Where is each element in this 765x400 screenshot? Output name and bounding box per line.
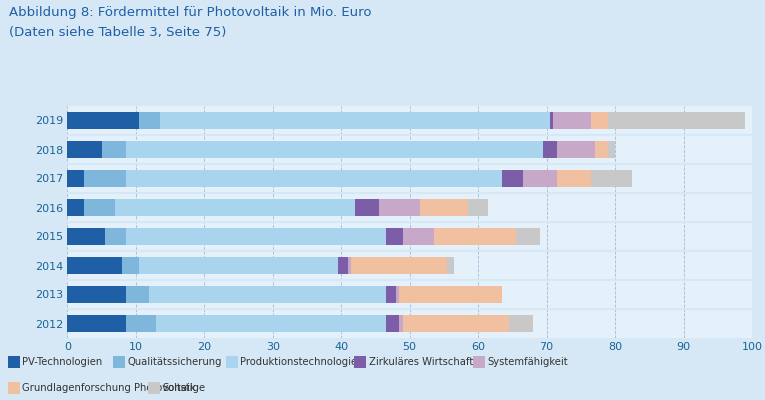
Bar — [139, 112, 160, 129]
Bar — [591, 170, 632, 187]
Bar — [351, 257, 448, 274]
Bar — [67, 257, 122, 274]
Bar — [386, 228, 403, 245]
Bar — [379, 199, 420, 216]
Bar — [102, 141, 125, 158]
Bar — [591, 112, 608, 129]
Text: Produktionstechnologien: Produktionstechnologien — [240, 357, 363, 367]
Bar — [399, 315, 403, 332]
Bar — [396, 286, 399, 303]
Bar — [522, 170, 557, 187]
Bar — [125, 228, 386, 245]
Bar — [67, 315, 125, 332]
Bar — [420, 199, 468, 216]
Bar — [608, 141, 615, 158]
Bar — [122, 257, 139, 274]
Bar — [139, 257, 338, 274]
Bar — [543, 141, 557, 158]
Bar — [125, 170, 502, 187]
Bar — [116, 199, 355, 216]
Text: Zirkuläres Wirtschaften: Zirkuläres Wirtschaften — [369, 357, 486, 367]
Bar — [67, 228, 105, 245]
Bar — [160, 112, 550, 129]
Bar — [348, 257, 351, 274]
Bar — [125, 286, 149, 303]
Bar — [594, 141, 608, 158]
Bar — [338, 257, 348, 274]
Bar — [386, 315, 399, 332]
Bar — [67, 112, 139, 129]
Bar — [557, 170, 591, 187]
Bar — [125, 315, 156, 332]
Bar — [125, 141, 543, 158]
Bar — [149, 286, 386, 303]
Bar — [403, 315, 509, 332]
Text: Systemfähigkeit: Systemfähigkeit — [487, 357, 568, 367]
Text: PV-Technologien: PV-Technologien — [22, 357, 103, 367]
Bar — [399, 286, 502, 303]
Bar — [67, 141, 102, 158]
Bar — [386, 286, 396, 303]
Bar — [156, 315, 386, 332]
Bar — [403, 228, 434, 245]
Bar — [509, 315, 533, 332]
Bar — [105, 228, 125, 245]
Bar — [67, 286, 125, 303]
Bar — [553, 112, 591, 129]
Bar — [608, 112, 745, 129]
Text: Qualitätssicherung: Qualitätssicherung — [128, 357, 223, 367]
Text: Grundlagenforschung Photovoltaik: Grundlagenforschung Photovoltaik — [22, 383, 196, 393]
Bar — [434, 228, 516, 245]
Bar — [67, 199, 84, 216]
Bar — [355, 199, 379, 216]
Bar — [448, 257, 454, 274]
Bar — [67, 170, 84, 187]
Bar — [468, 199, 488, 216]
Bar — [516, 228, 540, 245]
Bar — [550, 112, 553, 129]
Text: Sonstige: Sonstige — [162, 383, 205, 393]
Bar — [84, 170, 125, 187]
Bar — [502, 170, 522, 187]
Text: Abbildung 8: Fördermittel für Photovoltaik in Mio. Euro: Abbildung 8: Fördermittel für Photovolta… — [9, 6, 372, 19]
Bar — [557, 141, 594, 158]
Text: (Daten siehe Tabelle 3, Seite 75): (Daten siehe Tabelle 3, Seite 75) — [9, 26, 226, 39]
Bar — [84, 199, 116, 216]
